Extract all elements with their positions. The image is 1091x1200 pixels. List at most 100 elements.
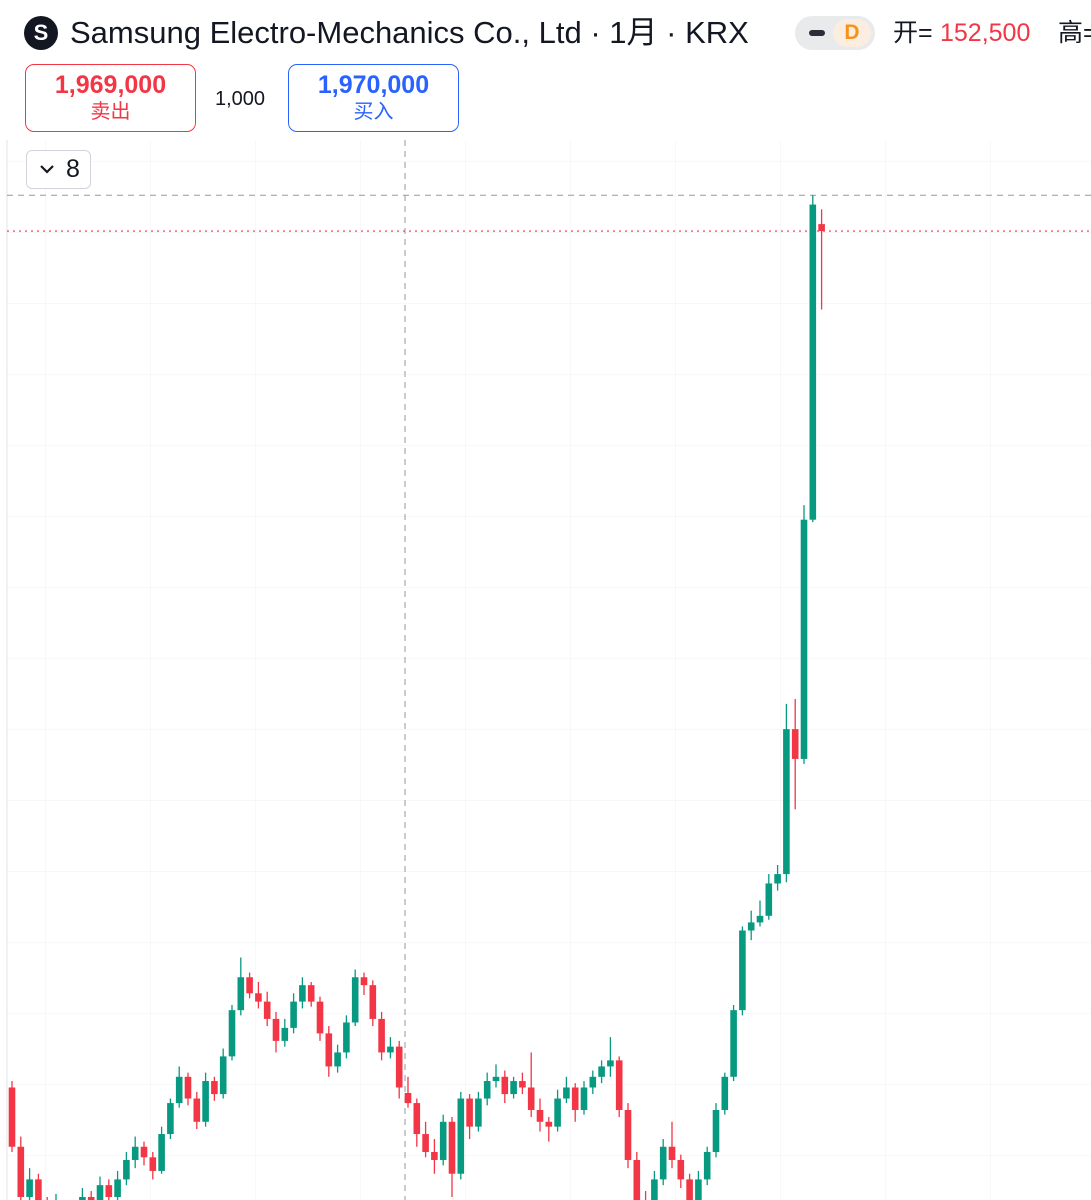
candle-body xyxy=(307,985,315,1002)
candle-body xyxy=(431,1151,438,1160)
candle-body xyxy=(739,930,746,1011)
candle-body xyxy=(246,977,253,994)
candle-body xyxy=(589,1076,597,1088)
candle-body xyxy=(149,1157,157,1171)
candle-body xyxy=(237,977,245,1011)
candle-body xyxy=(158,1134,165,1171)
badge: D xyxy=(833,19,871,47)
candle-body xyxy=(703,1151,711,1180)
sell-button[interactable]: 1,969,000 卖出 xyxy=(25,64,196,132)
candle-body xyxy=(35,1179,42,1200)
candle-body xyxy=(17,1146,25,1197)
candle-body xyxy=(730,1010,737,1077)
candle-body xyxy=(651,1179,658,1200)
chevron xyxy=(40,165,54,174)
candle-body xyxy=(167,1103,174,1135)
candle-body xyxy=(131,1146,139,1160)
candle-body xyxy=(219,1056,227,1095)
candle-body xyxy=(800,519,808,759)
candle-body xyxy=(527,1087,535,1110)
candle-body xyxy=(105,1185,113,1197)
candle-body xyxy=(483,1081,491,1099)
candle-body xyxy=(563,1087,570,1099)
candle-body xyxy=(598,1066,605,1077)
candle-body xyxy=(140,1146,148,1158)
interval-toggle[interactable]: D xyxy=(795,16,875,50)
spread: 1,000 xyxy=(215,88,266,110)
candle-body xyxy=(607,1060,614,1067)
candle-body xyxy=(510,1081,517,1095)
candle-body xyxy=(536,1109,544,1122)
candle-body xyxy=(686,1179,693,1200)
candle-body xyxy=(659,1146,667,1180)
candle-body xyxy=(334,1052,341,1067)
candle-body xyxy=(791,729,799,759)
candle-body xyxy=(721,1076,729,1110)
candle-body xyxy=(79,1196,86,1200)
candle-body xyxy=(668,1146,676,1160)
candle-body xyxy=(87,1196,95,1200)
candle-body xyxy=(492,1076,500,1082)
candle-body xyxy=(633,1159,641,1200)
indicators-toggle[interactable]: 8 xyxy=(26,150,91,189)
candle-body xyxy=(615,1060,623,1110)
candle-body xyxy=(325,1033,333,1067)
indicators-count: 8 xyxy=(66,155,80,183)
candle-body xyxy=(175,1076,183,1104)
candle-body xyxy=(228,1010,236,1057)
toggle-icon xyxy=(809,30,825,36)
candle-body xyxy=(378,1018,385,1053)
candle-body xyxy=(519,1081,526,1088)
candle-body xyxy=(809,204,817,520)
candle-body xyxy=(818,224,825,232)
candle-body xyxy=(343,1022,350,1053)
candle-body xyxy=(774,874,781,884)
candle-body xyxy=(387,1046,394,1053)
candle-body xyxy=(255,993,262,1002)
sell-price: 1,969,000 xyxy=(54,71,167,99)
candle-body xyxy=(448,1121,456,1174)
candle-body xyxy=(466,1098,473,1127)
candle-body xyxy=(457,1098,465,1174)
candle-body xyxy=(695,1179,702,1200)
open-value: 152,500 xyxy=(940,19,1031,47)
candle-body xyxy=(96,1185,104,1200)
candle-body xyxy=(263,1001,271,1019)
candle-body xyxy=(747,922,755,931)
candle-body xyxy=(351,977,359,1023)
candle-body xyxy=(422,1134,429,1152)
candle-body xyxy=(545,1121,553,1127)
candle-body xyxy=(193,1098,201,1122)
buy-price: 1,970,000 xyxy=(317,71,430,99)
header: S Samsung Electro-Mechanics Co., Ltd · 1… xyxy=(0,0,1091,60)
candle-body xyxy=(369,985,377,1019)
sell-label: 卖出 xyxy=(90,101,131,123)
candle-body xyxy=(554,1098,561,1127)
candle-body xyxy=(571,1087,579,1110)
candle-body xyxy=(299,985,306,1002)
candle-body xyxy=(756,915,764,923)
candle-body xyxy=(272,1018,280,1041)
candle-body xyxy=(123,1159,130,1180)
grid xyxy=(7,140,1091,1200)
candle-body xyxy=(290,1001,297,1028)
candle-body xyxy=(8,1087,16,1147)
high-label: 高= xyxy=(1058,19,1091,47)
buy-button[interactable]: 1,970,000 买入 xyxy=(288,64,459,132)
candle-body xyxy=(395,1046,403,1088)
candle-body xyxy=(202,1081,209,1122)
candle-body xyxy=(712,1109,720,1152)
candle-body xyxy=(624,1109,632,1160)
candle-body xyxy=(413,1103,421,1135)
candle-body xyxy=(439,1121,447,1160)
candle-body xyxy=(184,1076,192,1099)
buy-label: 买入 xyxy=(353,101,394,123)
candle-body xyxy=(211,1081,218,1095)
candle-body xyxy=(783,729,790,875)
candle-body xyxy=(475,1098,482,1127)
open-label: 开= xyxy=(893,19,933,47)
symbol-title[interactable]: Samsung Electro-Mechanics Co., Ltd · 1月 … xyxy=(70,15,749,50)
candle-body xyxy=(404,1092,412,1104)
